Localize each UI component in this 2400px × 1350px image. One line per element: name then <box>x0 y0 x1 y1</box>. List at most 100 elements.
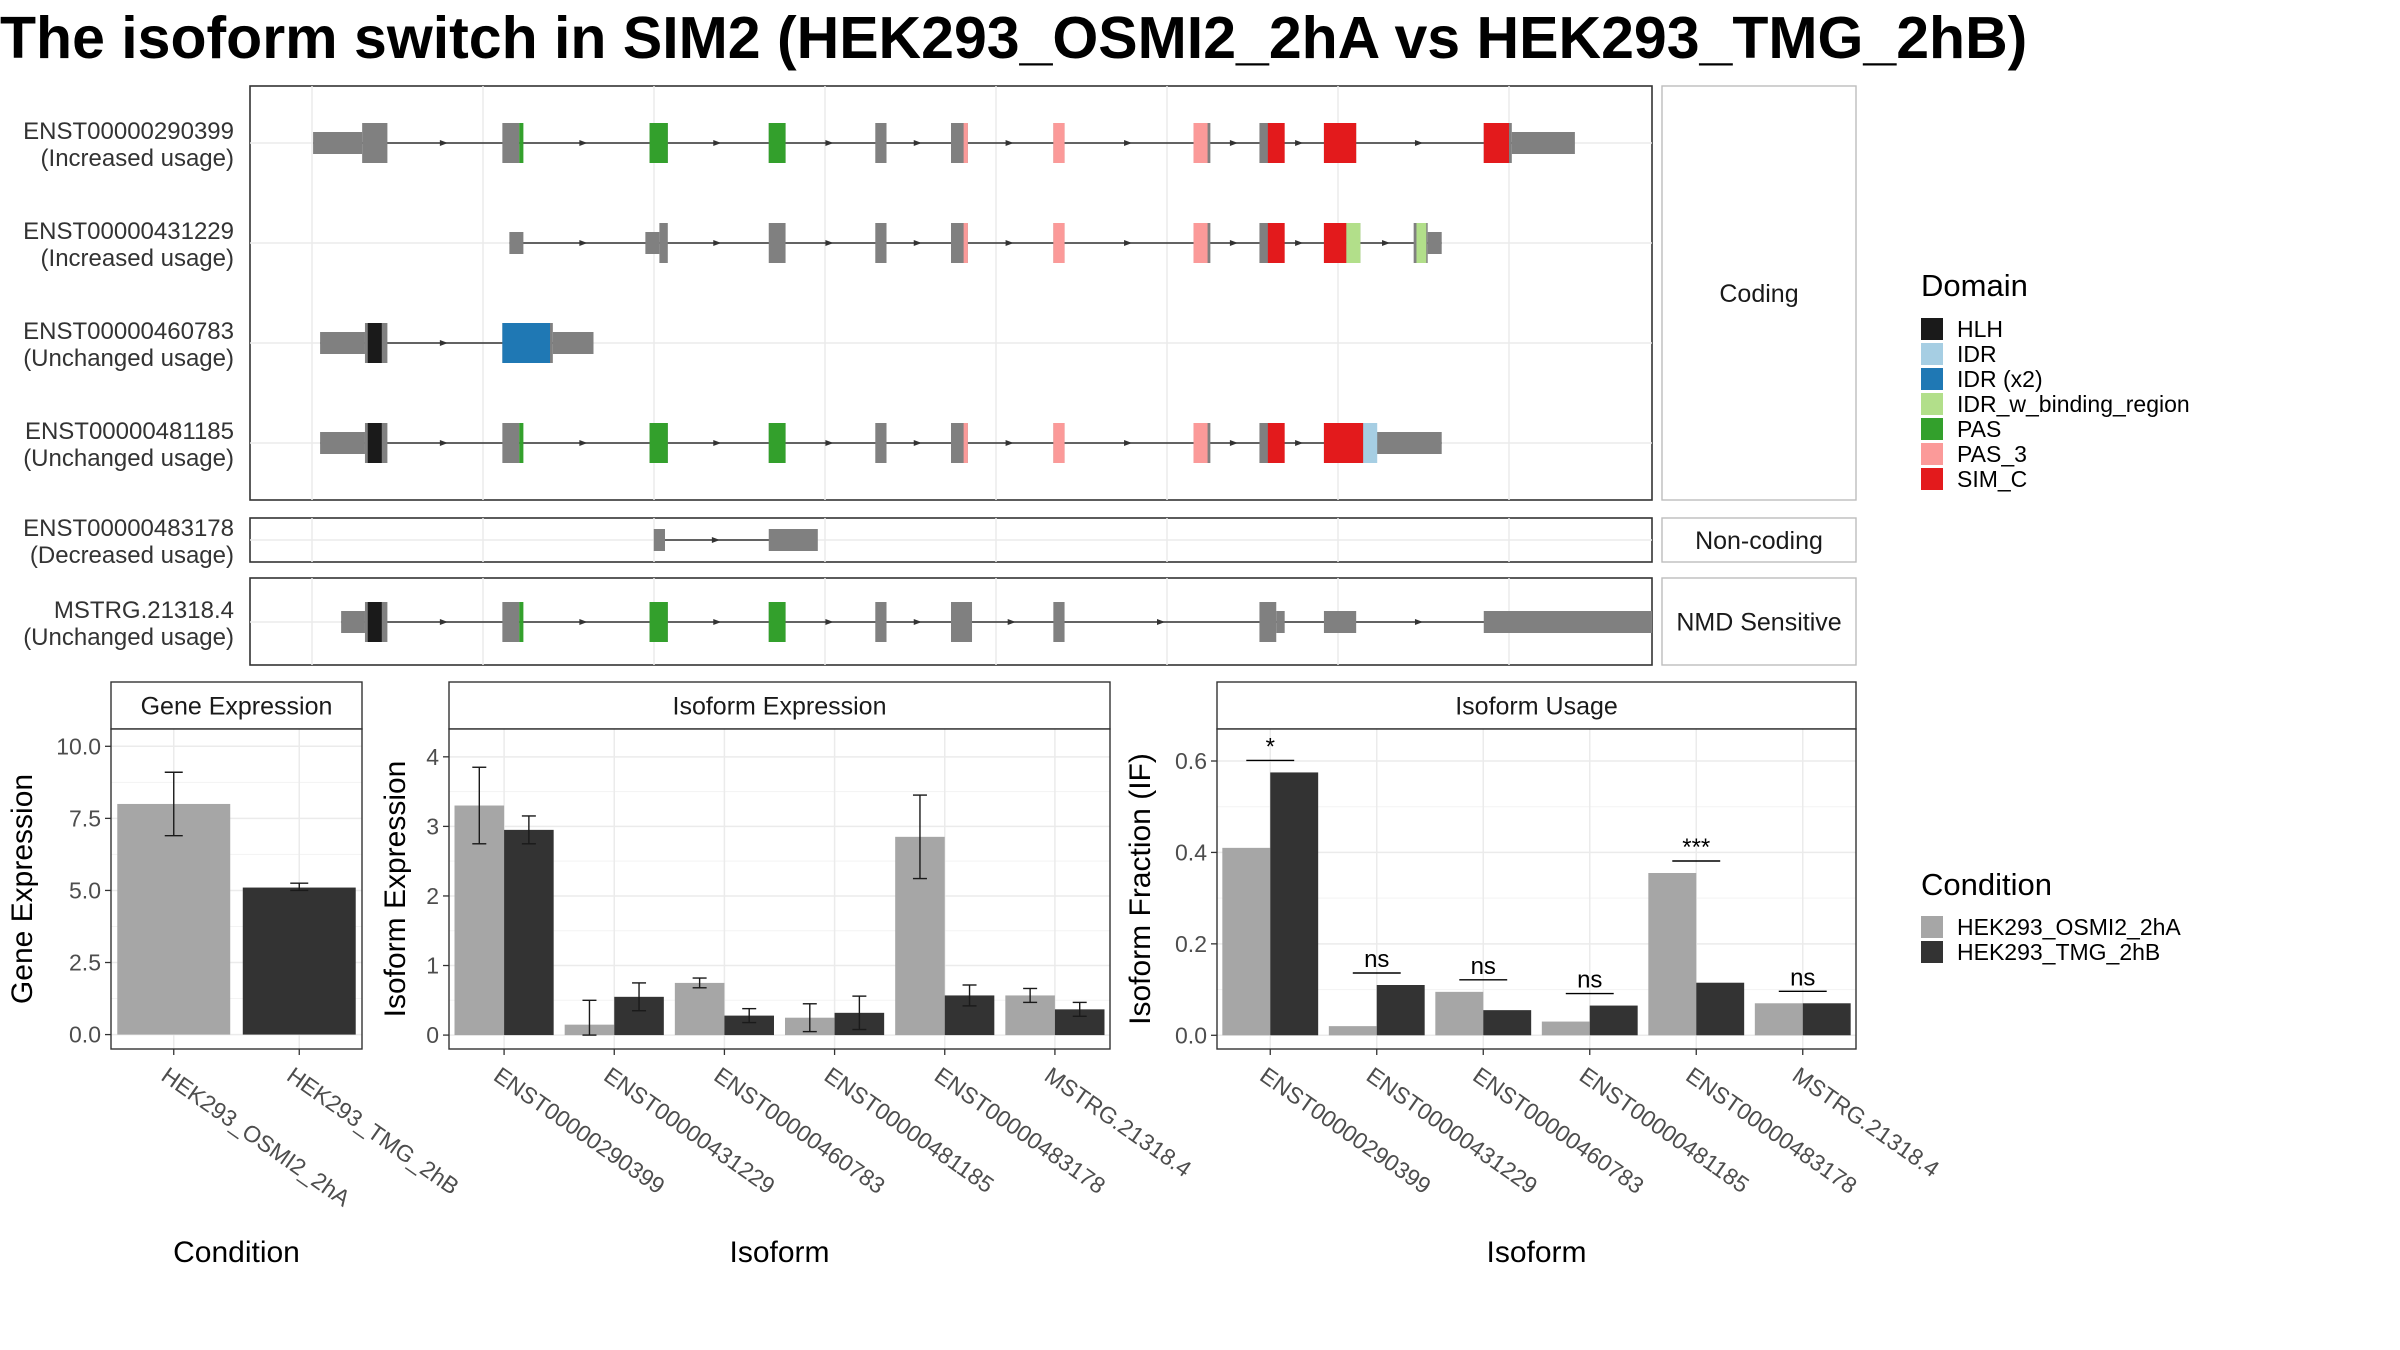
y-tick-label: 0 <box>426 1022 439 1048</box>
exon-block <box>645 232 660 254</box>
domain-block <box>1193 423 1208 463</box>
domain-block <box>519 123 524 163</box>
chart-title: Isoform Usage <box>1455 693 1618 721</box>
exon-block <box>1483 611 1652 633</box>
intron-arrow <box>825 240 834 246</box>
exon-block <box>875 602 887 642</box>
exon-block <box>1374 432 1442 454</box>
intron-arrow <box>1157 619 1166 625</box>
bar-group <box>242 882 356 1035</box>
domain-block <box>367 323 382 363</box>
y-axis-title: Isoform Expression <box>379 761 412 1018</box>
domain-legend-swatch <box>1921 368 1943 390</box>
domain-legend-swatch <box>1921 343 1943 365</box>
exon-block <box>341 611 365 633</box>
x-tick-label: ENST00000460783 <box>1468 1062 1648 1199</box>
intron-arrow <box>825 140 834 146</box>
structure-facet-label: NMD Sensitive <box>1676 609 1841 637</box>
chart-panel-border <box>110 728 363 1050</box>
chart-title: Isoform Expression <box>673 693 887 721</box>
exon-block <box>502 423 520 463</box>
bar-group <box>564 982 664 1036</box>
intron-arrow <box>579 140 588 146</box>
bar <box>1541 1021 1590 1036</box>
intron-arrow <box>579 240 588 246</box>
y-tick-label: 1 <box>426 953 439 979</box>
intron-arrow <box>913 240 922 246</box>
x-axis-title: Isoform <box>729 1236 829 1269</box>
exon-block <box>951 602 973 642</box>
domain-block <box>1053 223 1065 263</box>
y-tick-label: 2.5 <box>69 950 101 976</box>
isoform-usage-label: (Increased usage) <box>41 245 234 272</box>
chart-strip <box>1216 681 1857 730</box>
exon-block <box>362 123 388 163</box>
y-tick-label: 3 <box>426 813 439 839</box>
y-tick-label: 0.4 <box>1175 839 1207 865</box>
exon-block <box>875 223 887 263</box>
intron-arrow <box>439 440 448 446</box>
isoform-id-label: ENST00000290399 <box>23 118 234 145</box>
intron-arrow <box>713 140 722 146</box>
isoform-expression-chart: Isoform Expression01234ENST00000290399EN… <box>379 681 1197 1269</box>
intron-arrow <box>1414 619 1423 625</box>
condition-legend-label: HEK293_TMG_2hB <box>1957 939 2160 965</box>
chart-strip <box>110 681 363 730</box>
bar <box>674 982 725 1036</box>
y-axis-title: Isoform Fraction (IF) <box>1124 753 1157 1025</box>
intron-arrow <box>1124 140 1133 146</box>
bar-group: ns <box>1328 946 1425 1036</box>
chart-panel-bg <box>449 729 1110 1049</box>
intron-arrow <box>913 140 922 146</box>
intron-arrow <box>1229 140 1238 146</box>
exon-block <box>653 529 665 551</box>
significance-label: ns <box>1471 953 1496 980</box>
bar <box>1802 1003 1851 1036</box>
chart-panel-border <box>448 728 1111 1050</box>
bar-group: ns <box>1541 967 1638 1036</box>
exon-block <box>1276 611 1285 633</box>
intron-arrow <box>579 440 588 446</box>
domain-legend-label: HLH <box>1957 316 2003 342</box>
exon-block <box>1511 132 1575 154</box>
domain-block <box>1346 223 1361 263</box>
exon-block <box>875 423 887 463</box>
bar <box>724 1015 774 1036</box>
domain-legend-swatch <box>1921 318 1943 340</box>
y-tick-label: 10.0 <box>56 733 101 759</box>
isoform-usage-chart: Isoform Usage 0.0 0.2 0.4 0.6 * ENST0000029039… <box>1124 681 1944 1269</box>
isoform-usage-label: (Unchanged usage) <box>23 345 234 372</box>
exon-block <box>502 602 520 642</box>
bar-group: *** <box>1648 834 1745 1036</box>
domain-block <box>502 323 551 363</box>
x-tick-label: ENST00000290399 <box>1255 1062 1435 1199</box>
isoform-id-label: ENST00000460783 <box>23 318 234 345</box>
intron-arrow <box>1295 140 1304 146</box>
isoform-track <box>653 529 818 551</box>
intron-arrow <box>579 619 588 625</box>
exon-block <box>1053 602 1065 642</box>
intron-arrow <box>1229 240 1238 246</box>
y-axis-title: Gene Expression <box>6 774 39 1004</box>
domain-legend-label: SIM_C <box>1957 466 2027 492</box>
domain-legend-label: IDR (x2) <box>1957 366 2043 392</box>
intron-arrow <box>1229 440 1238 446</box>
bar-group <box>674 977 774 1036</box>
significance-label: ns <box>1364 946 1389 973</box>
bar <box>1376 985 1425 1036</box>
domain-legend-title: Domain <box>1921 268 2028 303</box>
domain-block <box>1267 223 1285 263</box>
isoform-track <box>509 223 1442 263</box>
significance-label: ns <box>1577 967 1602 994</box>
domain-block <box>1053 123 1065 163</box>
bar <box>1754 1003 1803 1036</box>
intron-arrow <box>913 440 922 446</box>
y-tick-label: 2 <box>426 883 439 909</box>
intron-arrow <box>1295 440 1304 446</box>
domain-legend-swatch <box>1921 393 1943 415</box>
intron-arrow <box>1005 440 1014 446</box>
structure-facet-label: Coding <box>1719 280 1798 308</box>
bar-group <box>454 766 554 1036</box>
domain-legend-swatch <box>1921 468 1943 490</box>
bar <box>1589 1005 1638 1036</box>
